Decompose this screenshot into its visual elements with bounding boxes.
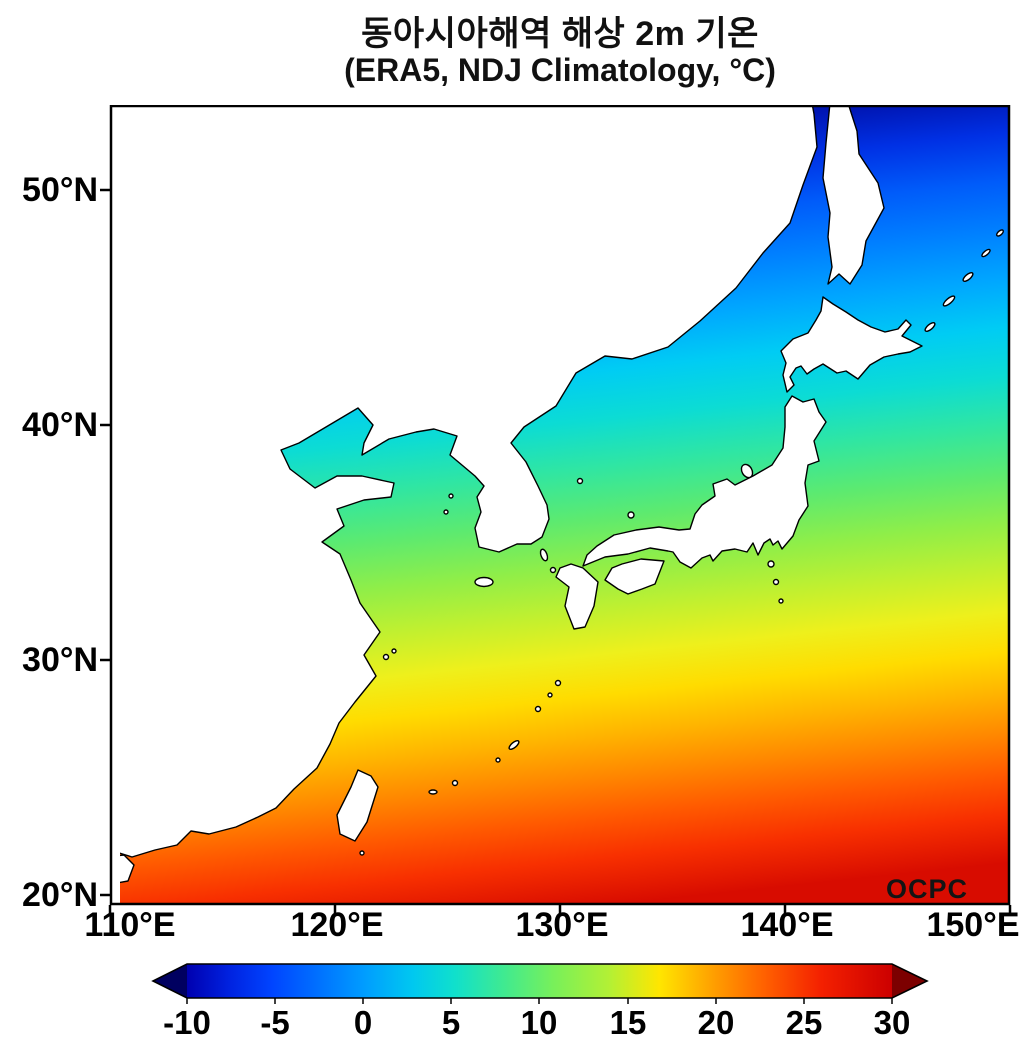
island-kuril-3 — [962, 271, 974, 283]
island-kuril-1 — [924, 321, 936, 333]
island-izu-1 — [767, 560, 775, 568]
island-ulleung — [576, 477, 584, 485]
page-subtitle: (ERA5, NDJ Climatology, °C) — [344, 52, 776, 88]
island-kuril-5 — [995, 229, 1005, 237]
island-korea-west-1 — [448, 493, 454, 499]
island-ryukyu-1 — [554, 679, 562, 687]
colorbar — [151, 963, 929, 1004]
map-figure: OCPC — [100, 105, 1012, 915]
island-kuril-2 — [942, 295, 956, 307]
y-tick-label-50n: 50°N — [22, 171, 98, 209]
colorbar-ticks — [186, 998, 893, 1004]
colorbar-tick-label-30: 30 — [873, 1004, 911, 1041]
x-tick-label-130e: 130°E — [515, 906, 609, 944]
island-ishigaki — [428, 789, 438, 795]
y-tick-label-40n: 40°N — [22, 406, 98, 444]
colorbar-left-arrow — [153, 964, 187, 998]
x-tick-label-140e: 140°E — [740, 906, 834, 944]
island-ryukyu-4 — [495, 757, 501, 763]
island-ryukyu-3 — [534, 705, 542, 713]
land-kyushu — [555, 563, 599, 630]
colorbar-right-arrow — [892, 964, 927, 998]
x-tick-label-110e: 110°E — [84, 906, 176, 944]
land-mainland-asia — [120, 105, 818, 858]
land-taiwan — [336, 769, 379, 842]
land-honshu — [582, 395, 827, 569]
island-okinawa — [508, 739, 520, 751]
y-tick-label-20n: 20°N — [22, 876, 98, 914]
page-title: 동아시아해역 해상 2m 기온 — [361, 15, 759, 53]
colorbar-tick-label-25: 25 — [785, 1004, 823, 1041]
colorbar-tick-label-m10: -10 — [163, 1004, 211, 1041]
land-hainan — [120, 854, 135, 884]
island-sado — [740, 463, 754, 479]
island-jeju — [474, 576, 494, 588]
island-oki — [627, 511, 635, 519]
island-south-taiwan — [359, 850, 365, 856]
axis-ticks — [100, 188, 1012, 915]
x-tick-label-120e: 120°E — [290, 906, 384, 944]
island-izu-3 — [778, 598, 784, 604]
x-tick-label-150e: 150°E — [926, 906, 1020, 944]
colorbar-tick-label-m5: -5 — [260, 1004, 290, 1041]
colorbar-tick-label-10: 10 — [520, 1004, 558, 1041]
map-border — [109, 105, 1011, 906]
colorbar-tick-label-0: 0 — [353, 1004, 373, 1041]
watermark-text: OCPC — [886, 874, 968, 904]
land-shikoku — [604, 558, 665, 595]
island-korea-west-2 — [443, 509, 449, 515]
colorbar-tick-label-15: 15 — [609, 1004, 647, 1041]
island-zhoushan-2 — [391, 648, 397, 654]
land-hokkaido — [780, 296, 923, 393]
island-tsushima — [539, 548, 549, 562]
colorbar-tick-label-5: 5 — [441, 1004, 461, 1041]
colorbar-tick-label-20: 20 — [697, 1004, 735, 1041]
island-iki — [549, 566, 557, 574]
land-sakhalin — [822, 105, 885, 285]
island-izu-2 — [772, 578, 780, 586]
colorbar-body — [187, 964, 892, 998]
y-tick-label-30n: 30°N — [22, 641, 98, 679]
island-ryukyu-2 — [547, 692, 553, 698]
island-kuril-4 — [981, 248, 991, 258]
island-miyako — [451, 779, 459, 787]
island-zhoushan-1 — [382, 653, 390, 661]
